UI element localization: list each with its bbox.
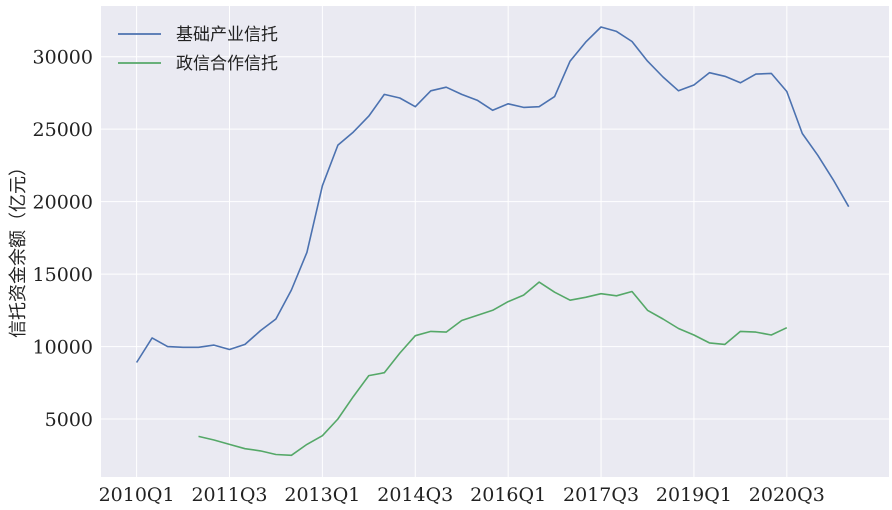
y-tick-label: 15000 — [33, 264, 93, 286]
x-tick-label: 2013Q1 — [284, 484, 360, 506]
y-axis-label: 信托资金余额（亿元） — [8, 158, 29, 338]
y-tick-label: 5000 — [45, 409, 93, 431]
y-tick-label: 20000 — [33, 192, 93, 214]
x-tick-label: 2011Q3 — [191, 484, 267, 506]
x-tick-label: 2014Q3 — [377, 484, 453, 506]
x-tick-labels: 2010Q1 2011Q3 2013Q1 2014Q3 2016Q1 2017Q3 2019… — [99, 484, 825, 506]
y-tick-labels: 5000 10000 15000 20000 25000 30000 — [33, 47, 93, 431]
legend-label-2: 政信合作信托 — [176, 54, 278, 74]
series-line-1 — [135, 26, 850, 363]
x-tick-label: 2017Q3 — [563, 484, 639, 506]
x-tick-label: 2016Q1 — [470, 484, 546, 506]
y-tick-label: 30000 — [33, 47, 93, 69]
y-tick-label: 25000 — [33, 119, 93, 141]
gridlines — [101, 6, 889, 477]
x-tick-label: 2010Q1 — [99, 484, 175, 506]
plot-area — [101, 6, 889, 477]
y-tick-label: 10000 — [33, 337, 93, 359]
series-lines — [135, 26, 850, 457]
x-tick-label: 2020Q3 — [749, 484, 825, 506]
x-tick-label: 2019Q1 — [656, 484, 732, 506]
series-line-2 — [198, 281, 788, 457]
legend-label-1: 基础产业信托 — [176, 25, 278, 45]
